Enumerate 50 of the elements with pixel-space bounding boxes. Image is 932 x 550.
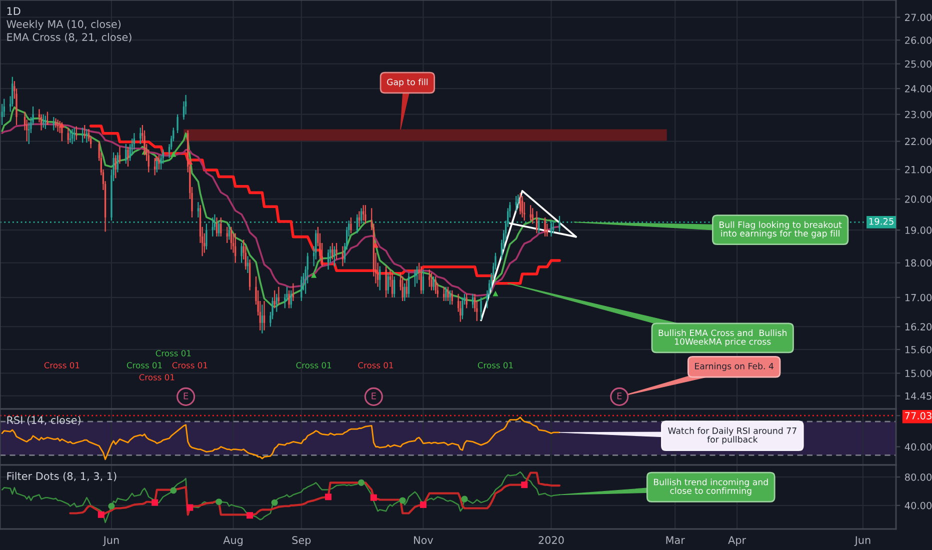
y-tick-label: 26.00: [905, 36, 932, 44]
data-label: E: [617, 392, 622, 400]
x-tick-label: Mar: [666, 536, 685, 544]
annotation: Cross 01: [478, 362, 513, 368]
annotation: Bullish EMA Cross and Bullish 10WeekMA price cross: [658, 329, 786, 346]
annotation: Earnings on Feb. 4: [695, 362, 774, 372]
y-tick-label: 21.00: [905, 166, 932, 174]
annotation: Cross 01: [358, 362, 394, 368]
y-tick-label: 15.00: [905, 370, 932, 378]
x-tick-label: Jun: [102, 536, 119, 546]
y-tick-label: 16.20: [905, 323, 932, 330]
x-tick-label: Jun: [854, 536, 870, 546]
annotation: Cross 01: [156, 350, 191, 356]
annotation: Cross 01: [126, 362, 162, 368]
y-tick-label: 23.00: [905, 110, 932, 118]
x-tick-label: Aug: [223, 536, 243, 546]
y-tick-label: 24.00: [905, 85, 932, 92]
y-tick-label: 18.00: [905, 259, 932, 267]
annotation: Cross 01: [44, 362, 80, 368]
data-label: E: [184, 392, 188, 400]
text: Filter Dots (8, 1, 3, 1): [7, 472, 116, 482]
annotation: Weekly MA (10, close): [6, 20, 121, 30]
y-tick-label: 25.00: [905, 60, 932, 68]
text: 1D: [7, 7, 20, 15]
annotation: Bull Flag looking to breakout into earnings for the gap fill: [720, 221, 842, 238]
annotation: Gap to fill: [387, 78, 428, 87]
x-tick-label: Nov: [414, 536, 434, 544]
y-tick-label: 80.00: [904, 473, 932, 481]
annotation: Cross 01: [296, 362, 332, 368]
x-tick-label: Apr: [728, 536, 746, 546]
y-tick-label: 14.45: [905, 392, 932, 400]
ref-line-label: 19.25: [869, 218, 894, 225]
annotation: EMA Cross (8, 21, close): [7, 32, 132, 42]
y-tick-label: 15.60: [905, 346, 932, 354]
text: RSI (14, close): [7, 416, 80, 426]
y-tick-label: 40.00: [904, 502, 932, 510]
y-tick-label: 22.00: [905, 138, 932, 146]
x-tick-label: 2020: [538, 536, 564, 544]
y-tick-label: 20.00: [905, 195, 932, 203]
annotation: Bullish trend incoming and close to confirming: [654, 478, 768, 496]
y-tick-label: 19.00: [905, 226, 932, 234]
y-tick-label: 17.00: [905, 294, 932, 302]
y-tick-label: 77.03: [905, 412, 932, 420]
annotation: Watch for Daily RSI around 77 for pullback: [668, 427, 796, 444]
annotation: Cross 01: [172, 362, 208, 368]
data-label: E: [372, 392, 376, 400]
x-tick-label: Sep: [292, 536, 311, 546]
y-tick-label: 40.00: [904, 443, 932, 451]
y-tick-label: 27.00: [905, 14, 932, 22]
annotation: Cross 01: [139, 374, 174, 380]
